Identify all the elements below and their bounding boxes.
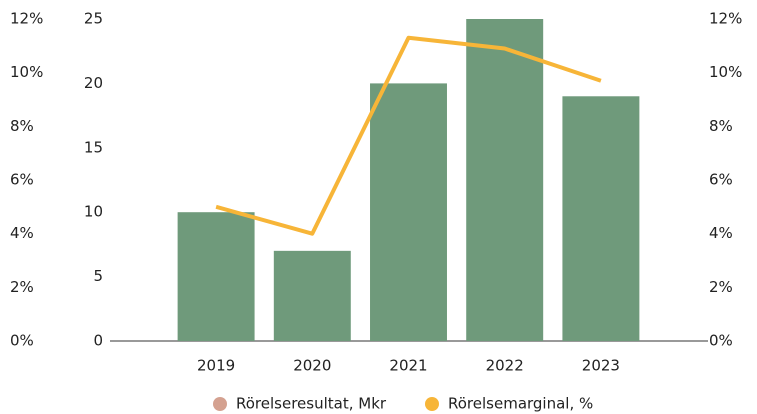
y-tick-label: 25 [84,10,103,28]
y2-left-tick-label: 10% [10,63,43,81]
bar [177,212,255,341]
bar [273,250,351,341]
legend-label: Rörelsemarginal, % [448,395,593,413]
x-tick-label: 2020 [293,357,331,375]
y2-left-tick-label: 0% [10,332,34,350]
y2-tick-label: 4% [709,224,733,242]
x-tick-label: 2019 [197,357,235,375]
y-tick-label: 20 [84,74,103,92]
y2-tick-label: 0% [709,332,733,350]
line [215,35,602,236]
bar [370,83,447,342]
y2-left-tick-label: 12% [10,10,43,28]
x-tick-label: 2022 [486,357,524,375]
legend-marker [213,397,227,411]
y-tick-label: 5 [93,267,103,285]
y2-left-tick-label: 6% [10,171,34,189]
y2-tick-label: 12% [709,10,742,28]
y2-left-tick-label: 4% [10,224,34,242]
y2-left-tick-label: 2% [10,278,34,296]
y2-tick-label: 10% [709,63,742,81]
y2-tick-label: 6% [709,171,733,189]
y-tick-label: 0 [93,332,103,350]
y2-tick-label: 2% [709,278,733,296]
legend-label: Rörelseresultat, Mkr [236,395,387,413]
y-tick-label: 15 [84,138,103,156]
legend-marker [425,397,439,411]
x-tick-label: 2023 [582,357,620,375]
x-tick-label: 2021 [389,357,427,375]
y2-left-tick-label: 8% [10,117,34,135]
bar [466,19,544,341]
y-tick-label: 10 [84,203,103,221]
bar [562,96,640,341]
y2-tick-label: 8% [709,117,733,135]
